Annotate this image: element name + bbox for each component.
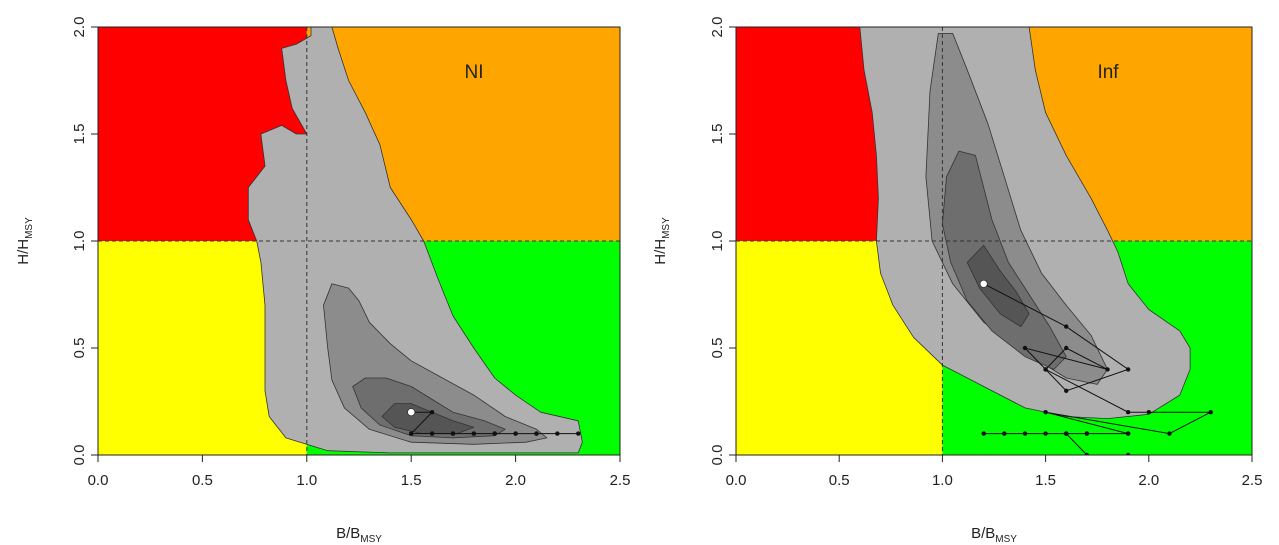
chart-2-trajectory-point — [1125, 431, 1131, 436]
chart-1-trajectory-point — [429, 410, 435, 415]
chart-2-y-axis-label-sub: MSY — [661, 217, 672, 239]
chart-1-trajectory-point — [555, 431, 560, 436]
chart-1-x-tick-label: 0.0 — [88, 472, 109, 489]
chart-1-y-axis-label: H/HMSY — [15, 217, 35, 265]
chart-2-y-tick-label: 0.0 — [709, 445, 726, 466]
chart-2-y-tick-label: 2.0 — [709, 17, 726, 38]
chart-1-current-point — [407, 408, 416, 417]
chart-1-panel: NI0.0 0.5 1.0 1.5 2.0 2.50.00.51.01.52.0B/BMS… — [15, 17, 630, 545]
chart-1-contour-4 — [381, 403, 475, 435]
chart-2-x-tick-label: 2.0 — [1138, 472, 1159, 489]
chart-2-trajectory-point — [1084, 431, 1090, 436]
chart-1-trajectory-point — [513, 431, 518, 436]
chart-1-trajectory-point — [409, 431, 414, 436]
chart-2-x-axis-label-main: B/B — [971, 525, 995, 542]
chart-2-x-tick-label: 0.0 — [726, 472, 747, 489]
chart-2-trajectory-point — [1043, 367, 1048, 372]
chart-2-trajectory-point — [1043, 431, 1048, 436]
chart-2-x-axis-label: B/BMSY — [971, 525, 1017, 545]
chart-1-panel-label: NI — [465, 62, 484, 83]
chart-2-y-axis-label: H/HMSY — [652, 217, 672, 265]
chart-1-x-axis-label-sub: MSY — [360, 534, 382, 545]
chart-2-contour-4 — [966, 244, 1030, 328]
chart-1-x-tick-label: 1.5 — [401, 472, 422, 489]
chart-1-y-tick-label: 2.0 — [71, 17, 88, 38]
chart-1-y-axis-label-main: H/H — [15, 239, 32, 265]
chart-1-trajectory-point — [576, 431, 581, 436]
chart-2-trajectory-point — [1064, 431, 1069, 436]
chart-1-trajectory-point — [429, 431, 435, 436]
chart-1-y-axis-label-sub: MSY — [24, 217, 35, 239]
chart-2-current-point — [979, 279, 988, 288]
chart-1-y-tick-label: 0.5 — [71, 338, 88, 359]
chart-1-y-tick-label: 1.0 — [71, 231, 88, 252]
chart-1-trajectory-line — [410, 411, 579, 435]
chart-2-trajectory-point — [1105, 367, 1110, 372]
chart-2-trajectory-point — [981, 431, 986, 436]
chart-2-trajectory-point — [1002, 431, 1007, 436]
chart-1-y-tick-label: 0.0 — [71, 445, 88, 466]
chart-2-trajectory-point — [1084, 452, 1090, 455]
chart-2-trajectory-point — [1125, 452, 1131, 455]
chart-2-trajectory-point — [1043, 410, 1048, 415]
chart-1-x-axis-label-main: B/B — [336, 525, 360, 542]
chart-1-x-tick-label: 1.0 — [296, 472, 317, 489]
chart-2-trajectory-point — [1064, 324, 1069, 329]
chart-1-x-tick-label: 2.0 — [505, 472, 526, 489]
chart-2-x-tick-label: 1.5 — [1035, 472, 1056, 489]
chart-2-trajectory-point — [1125, 410, 1131, 415]
chart-1-x-tick-label: 2.5 — [610, 472, 631, 489]
chart-1-x-tick-label: 0.5 — [192, 472, 213, 489]
chart-1-plot-area — [98, 27, 620, 455]
chart-2-y-axis-label-main: H/H — [652, 239, 669, 265]
chart-2-trajectory-point — [1208, 410, 1213, 415]
chart-2-contour-3 — [942, 150, 1067, 370]
chart-1-y-tick-label: 1.5 — [71, 124, 88, 145]
chart-2-trajectory-point — [1064, 388, 1069, 393]
chart-2-x-tick-label: 2.5 — [1242, 472, 1263, 489]
chart-2-x-tick-label: 1.0 — [932, 472, 953, 489]
chart-2-trajectory-point — [1167, 431, 1172, 436]
chart-2-x-tick-label: 0.5 — [829, 472, 850, 489]
chart-2-trajectory-point — [1146, 410, 1152, 415]
chart-2-panel-label: Inf — [1097, 62, 1119, 83]
chart-2-y-tick-label: 0.5 — [709, 338, 726, 359]
chart-2-y-tick-label: 1.0 — [709, 231, 726, 252]
chart-1-trajectory-point — [471, 431, 477, 436]
chart-2-trajectory-point — [1064, 345, 1069, 351]
chart-2-trajectory-point — [1022, 431, 1028, 436]
chart-1-x-axis-label: B/BMSY — [336, 525, 382, 545]
chart-1-trajectory-point — [450, 431, 456, 436]
chart-2-y-tick-label: 1.5 — [709, 124, 726, 145]
chart-2-plot-area — [736, 27, 1252, 455]
chart-1-trajectory-point — [492, 431, 497, 436]
chart-2-trajectory-point — [1022, 345, 1028, 351]
chart-2-trajectory-point — [1125, 367, 1131, 372]
chart-2-x-axis-label-sub: MSY — [995, 534, 1017, 545]
chart-1-trajectory-point — [534, 431, 539, 436]
